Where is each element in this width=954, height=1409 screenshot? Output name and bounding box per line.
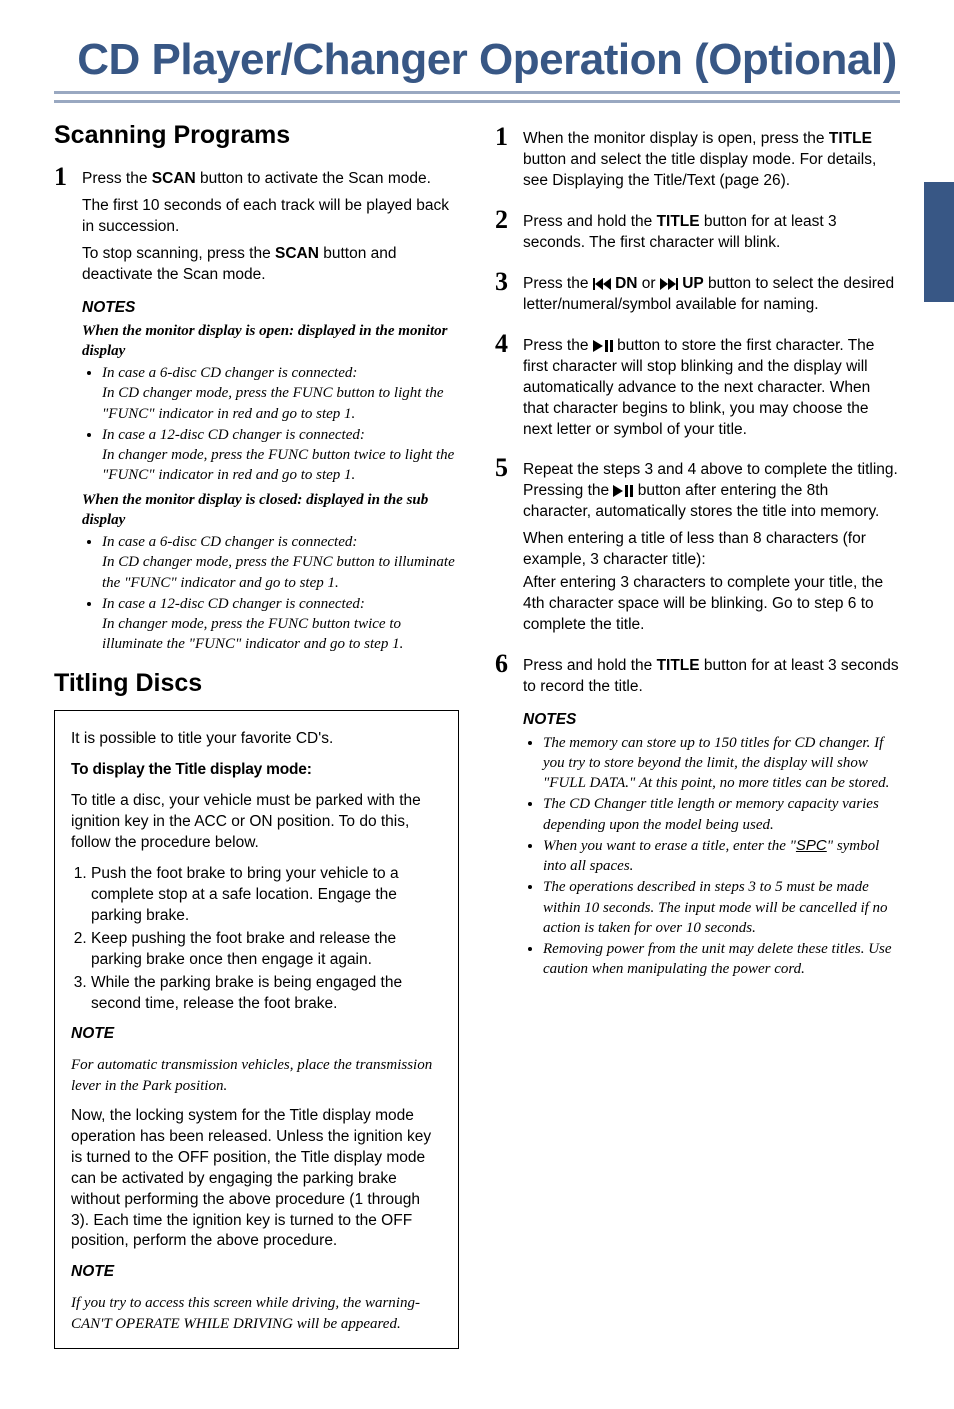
left-column: Scanning Programs 1 Press the SCAN butto… <box>54 115 459 1348</box>
note-item: When you want to erase a title, enter th… <box>543 836 900 877</box>
section-heading-titling: Titling Discs <box>54 667 459 701</box>
box-subheading: To display the Title display mode: <box>71 760 442 781</box>
notes-heading: NOTES <box>82 298 459 319</box>
note-heading: NOTE <box>71 1024 442 1045</box>
section-heading-scanning: Scanning Programs <box>54 119 459 153</box>
note-item: In case a 12-disc CD changer is connecte… <box>102 425 459 486</box>
step-text: Press and hold the TITLE button for at l… <box>523 212 900 254</box>
play-pause-icon <box>613 485 633 497</box>
notes-heading: NOTES <box>523 710 900 731</box>
note-list: In case a 6-disc CD changer is connected… <box>82 532 459 655</box>
note-item: In case a 12-disc CD changer is connecte… <box>102 594 459 655</box>
page-title: CD Player/Changer Operation (Optional) <box>54 30 900 89</box>
box-intro: It is possible to title your favorite CD… <box>71 729 442 750</box>
note-item: Removing power from the unit may delete … <box>543 939 900 980</box>
play-pause-icon <box>593 340 613 352</box>
title-step-4: 4 Press the button to store the first ch… <box>495 330 900 447</box>
note-body: For automatic transmission vehicles, pla… <box>71 1055 442 1096</box>
note-item: In case a 6-disc CD changer is connected… <box>102 532 459 593</box>
title-step-3: 3 Press the DN or UP button to select th… <box>495 268 900 322</box>
step-number: 6 <box>495 650 523 984</box>
note-item: In case a 6-disc CD changer is connected… <box>102 363 459 424</box>
step-text: Press the button to store the first char… <box>523 336 900 441</box>
scan-step-1: 1 Press the SCAN button to activate the … <box>54 163 459 659</box>
note-list: In case a 6-disc CD changer is connected… <box>82 363 459 486</box>
step-number: 2 <box>495 206 523 260</box>
box-ordered-list: Push the foot brake to bring your vehicl… <box>71 864 442 1014</box>
step-text: The first 10 seconds of each track will … <box>82 196 459 238</box>
step-number: 1 <box>495 123 523 198</box>
box-list-item: While the parking brake is being engaged… <box>91 973 442 1015</box>
step-text: To stop scanning, press the SCAN button … <box>82 244 459 286</box>
note-item: The operations described in steps 3 to 5… <box>543 877 900 938</box>
step-text: Press the DN or UP button to select the … <box>523 274 900 316</box>
page-title-rule-top: CD Player/Changer Operation (Optional) <box>54 30 900 94</box>
note-item: The memory can store up to 150 titles fo… <box>543 733 900 794</box>
title-step-2: 2 Press and hold the TITLE button for at… <box>495 206 900 260</box>
title-step-6: 6 Press and hold the TITLE button for at… <box>495 650 900 984</box>
title-step-1: 1 When the monitor display is open, pres… <box>495 123 900 198</box>
note-item: The CD Changer title length or memory ca… <box>543 794 900 835</box>
titling-box: It is possible to title your favorite CD… <box>54 710 459 1348</box>
box-paragraph: To title a disc, your vehicle must be pa… <box>71 791 442 854</box>
note-heading: NOTE <box>71 1262 442 1283</box>
box-list-item: Keep pushing the foot brake and release … <box>91 929 442 971</box>
step-number: 3 <box>495 268 523 322</box>
box-paragraph: Now, the locking system for the Title di… <box>71 1106 442 1252</box>
note-subheading: When the monitor display is closed: disp… <box>82 490 459 531</box>
right-column: 1 When the monitor display is open, pres… <box>495 115 900 1348</box>
box-list-item: Push the foot brake to bring your vehicl… <box>91 864 442 927</box>
step-text: Press and hold the TITLE button for at l… <box>523 656 900 698</box>
next-track-icon <box>660 278 678 290</box>
thumb-tab <box>924 182 954 302</box>
note-subheading: When the monitor display is open: displa… <box>82 321 459 362</box>
title-step-5: 5 Repeat the steps 3 and 4 above to comp… <box>495 454 900 641</box>
step-text: After entering 3 characters to complete … <box>523 573 900 636</box>
step-text: Press the SCAN button to activate the Sc… <box>82 169 459 190</box>
step-text: When entering a title of less than 8 cha… <box>523 529 900 571</box>
note-body: If you try to access this screen while d… <box>71 1293 442 1334</box>
step-text: When the monitor display is open, press … <box>523 129 900 192</box>
step-number: 1 <box>54 163 82 659</box>
prev-track-icon <box>593 278 611 290</box>
step-number: 5 <box>495 454 523 641</box>
step-number: 4 <box>495 330 523 447</box>
note-list: The memory can store up to 150 titles fo… <box>523 733 900 980</box>
page-title-rule-bottom <box>54 100 900 103</box>
step-text: Repeat the steps 3 and 4 above to comple… <box>523 460 900 523</box>
